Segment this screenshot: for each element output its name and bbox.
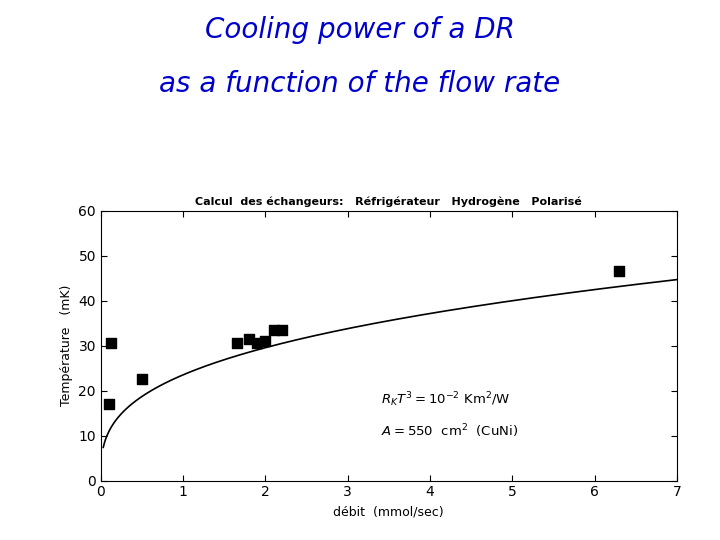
Point xyxy=(231,339,243,348)
X-axis label: débit  (mmol/sec): débit (mmol/sec) xyxy=(333,505,444,518)
Y-axis label: Température   (mK): Température (mK) xyxy=(60,285,73,406)
Text: $R_K T^3 = 10^{-2}$ Km$^2$/W: $R_K T^3 = 10^{-2}$ Km$^2$/W xyxy=(381,390,510,409)
Text: as a function of the flow rate: as a function of the flow rate xyxy=(159,70,561,98)
Point xyxy=(136,375,148,383)
Point xyxy=(276,326,287,334)
Point xyxy=(103,400,114,408)
Point xyxy=(260,337,271,346)
Text: Cooling power of a DR: Cooling power of a DR xyxy=(205,16,515,44)
Point xyxy=(268,326,279,334)
Point xyxy=(613,267,625,275)
Text: $A = 550$  cm$^2$  (CuNi): $A = 550$ cm$^2$ (CuNi) xyxy=(381,422,518,440)
Point xyxy=(105,339,117,348)
Point xyxy=(243,334,255,343)
Point xyxy=(251,339,263,348)
Title: Calcul  des échangeurs:   Réfrigérateur   Hydrogène   Polarisé: Calcul des échangeurs: Réfrigérateur Hyd… xyxy=(195,197,582,207)
